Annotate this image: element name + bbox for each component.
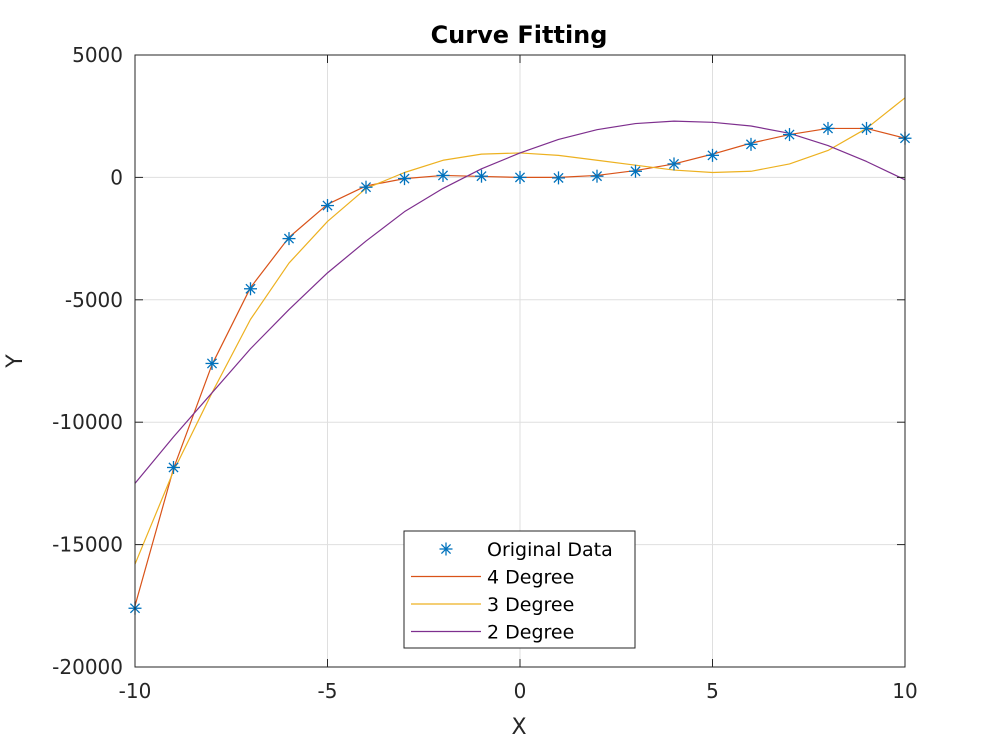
data-point: [475, 169, 488, 183]
marker-stroke: [745, 139, 757, 150]
legend-label-4-degree: 4 Degree: [487, 567, 574, 589]
marker-stroke: [553, 172, 564, 183]
data-point: [282, 232, 296, 246]
y-tick-label: -15000: [52, 533, 123, 557]
marker-stroke: [476, 171, 487, 182]
data-point: [436, 168, 450, 182]
data-point: [359, 180, 373, 194]
series-markers-original-data: [128, 121, 912, 615]
marker-stroke: [168, 462, 179, 473]
series-layer: [128, 97, 912, 615]
marker-stroke: [440, 543, 452, 555]
legend-box: [403, 530, 636, 649]
series-line-2-degree: [134, 120, 906, 484]
x-tick-label: -10: [119, 679, 152, 703]
y-tick-label: -20000: [52, 655, 123, 679]
marker-stroke: [707, 150, 718, 161]
data-point: [244, 282, 257, 296]
marker-stroke: [784, 129, 795, 140]
marker-stroke: [822, 123, 834, 134]
data-point: [167, 460, 180, 474]
marker-stroke: [437, 170, 449, 181]
y-tick-label: -5000: [65, 288, 123, 312]
data-point: [821, 121, 835, 135]
x-tick-label: 0: [514, 679, 527, 703]
data-point: [321, 199, 334, 213]
data-point: [552, 171, 565, 185]
marker-stroke: [514, 172, 526, 183]
marker-stroke: [591, 171, 603, 182]
y-tick-label: -10000: [52, 410, 123, 434]
marker-stroke: [630, 166, 641, 177]
marker-stroke: [399, 173, 410, 184]
data-point: [783, 128, 796, 142]
data-point: [629, 164, 642, 178]
legend-label-2-degree: 2 Degree: [487, 622, 574, 644]
marker-stroke: [322, 200, 333, 211]
data-point: [205, 356, 219, 370]
data-point: [744, 137, 758, 151]
data-point: [706, 148, 719, 162]
data-point: [667, 157, 681, 171]
data-point: [398, 172, 411, 186]
marker-stroke: [861, 123, 872, 134]
axes-ticks: -10 -5 0 5 10 -20000 -15000 -10000 -5000 0 5000: [52, 43, 918, 703]
y-axis-title: Y: [3, 354, 28, 369]
marker-stroke: [360, 182, 372, 193]
marker-stroke: [283, 233, 295, 244]
x-axis-title: X: [511, 715, 526, 740]
marker-stroke: [206, 358, 218, 369]
x-tick-label: 10: [892, 679, 917, 703]
data-point: [513, 170, 527, 184]
legend-marker-original-data: [439, 542, 453, 556]
data-point: [590, 169, 604, 183]
y-tick-label: 5000: [72, 43, 123, 67]
legend-label-original-data: Original Data: [487, 539, 613, 561]
legend: Original Data 4 Degree 3 Degree 2 Degree: [403, 530, 636, 649]
y-tick-label: 0: [110, 165, 123, 189]
legend-label-3-degree: 3 Degree: [487, 594, 574, 616]
marker-stroke: [245, 283, 256, 294]
marker-stroke: [668, 158, 680, 169]
x-tick-label: -5: [318, 679, 338, 703]
chart-title: Curve Fitting: [431, 21, 608, 49]
data-point: [860, 121, 873, 135]
x-tick-label: 5: [706, 679, 719, 703]
